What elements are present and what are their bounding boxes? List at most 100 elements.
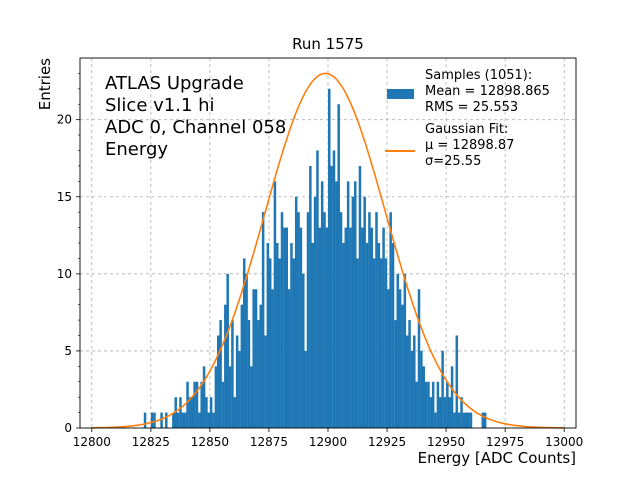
histogram-bar bbox=[235, 335, 239, 428]
x-tick-label: 12800 bbox=[73, 435, 111, 449]
histogram-bar bbox=[313, 196, 317, 428]
legend-fit-mu: μ = 12898.87 bbox=[425, 138, 515, 153]
histogram-bar bbox=[254, 289, 258, 428]
legend-samples-rms: RMS = 25.553 bbox=[425, 100, 519, 115]
histogram-bar bbox=[443, 397, 447, 428]
annotation-line-3: ADC 0, Channel 058 bbox=[105, 117, 287, 138]
histogram-bar bbox=[297, 212, 300, 428]
histogram-bars bbox=[143, 88, 487, 428]
histogram-bar bbox=[257, 320, 260, 428]
histogram-bar bbox=[441, 350, 444, 428]
histogram-bar bbox=[174, 397, 177, 428]
histogram-bar bbox=[287, 289, 291, 428]
histogram-bar bbox=[202, 366, 206, 428]
histogram-bar bbox=[391, 243, 395, 428]
histogram-bar bbox=[292, 258, 296, 428]
y-tick-label: 5 bbox=[64, 344, 72, 358]
histogram-bar bbox=[413, 335, 416, 428]
histogram-bar bbox=[150, 412, 154, 428]
histogram-bar bbox=[143, 412, 147, 428]
histogram-bar bbox=[342, 243, 345, 428]
histogram-bar bbox=[455, 335, 459, 428]
histogram-bar bbox=[228, 366, 232, 428]
legend-swatch-samples bbox=[387, 89, 414, 99]
histogram-bar bbox=[231, 320, 234, 428]
histogram-bar bbox=[183, 412, 187, 428]
x-tick-label: 12950 bbox=[427, 435, 465, 449]
histogram-bar bbox=[351, 196, 355, 428]
histogram-bar bbox=[153, 412, 156, 428]
histogram-bar bbox=[212, 412, 215, 428]
y-axis-ticks: 0 5 10 15 20 bbox=[57, 73, 80, 435]
histogram-bar bbox=[410, 350, 414, 428]
x-tick-label: 12975 bbox=[486, 435, 524, 449]
histogram-bar bbox=[221, 381, 225, 428]
histogram-bar bbox=[226, 273, 229, 428]
histogram-bar bbox=[344, 227, 348, 428]
histogram-bar bbox=[280, 212, 284, 428]
legend-samples-label: Samples (1051): bbox=[425, 68, 533, 83]
histogram-bar bbox=[299, 227, 303, 428]
histogram-bar bbox=[424, 381, 428, 428]
gaussian-fit-line bbox=[91, 72, 565, 429]
histogram-bar bbox=[434, 412, 437, 428]
histogram-bar bbox=[431, 381, 435, 428]
histogram-bar bbox=[462, 412, 466, 428]
histogram-bar bbox=[460, 397, 463, 428]
y-tick-label: 15 bbox=[57, 190, 72, 204]
histogram-bar bbox=[252, 289, 255, 428]
histogram-bar bbox=[330, 165, 333, 428]
histogram-bar bbox=[398, 289, 402, 428]
histogram-bar bbox=[457, 412, 461, 428]
histogram-bar bbox=[198, 412, 201, 428]
histogram-bar bbox=[318, 227, 322, 428]
histogram-bar bbox=[415, 381, 418, 428]
histogram-bar bbox=[387, 289, 390, 428]
annotation-line-2: Slice v1.1 hi bbox=[105, 95, 215, 116]
histogram-bar bbox=[422, 366, 425, 428]
histogram-bar bbox=[200, 381, 203, 428]
histogram-bar bbox=[427, 381, 430, 428]
histogram-bar bbox=[389, 212, 392, 428]
legend: Samples (1051): Mean = 12898.865 RMS = 2… bbox=[380, 68, 550, 176]
histogram-bar bbox=[328, 88, 331, 428]
histogram-bar bbox=[179, 397, 182, 428]
histogram-bar bbox=[285, 227, 288, 428]
histogram-bar bbox=[216, 335, 220, 428]
histogram-bar bbox=[394, 320, 397, 428]
histogram-bar bbox=[453, 412, 456, 428]
histogram-bar bbox=[363, 196, 366, 428]
histogram-bar bbox=[309, 165, 312, 428]
histogram-bar bbox=[219, 320, 222, 428]
histogram-bar bbox=[207, 412, 211, 428]
histogram-bar bbox=[368, 212, 371, 428]
histogram-bar bbox=[420, 350, 423, 428]
histogram-bar bbox=[264, 335, 267, 428]
x-tick-label: 12850 bbox=[191, 435, 229, 449]
histogram-bar bbox=[276, 243, 279, 428]
histogram-bar bbox=[240, 304, 244, 428]
histogram-bar bbox=[450, 366, 454, 428]
histogram-bar bbox=[160, 412, 163, 428]
legend-fit-sigma: σ=25.55 bbox=[425, 154, 482, 169]
histogram-bar bbox=[346, 181, 350, 428]
histogram-bar bbox=[273, 181, 277, 428]
x-tick-label: 12825 bbox=[132, 435, 170, 449]
histogram-bar bbox=[370, 227, 374, 428]
histogram-bar bbox=[181, 412, 185, 428]
histogram-bar bbox=[259, 304, 263, 428]
histogram-bar bbox=[205, 397, 208, 428]
histogram-bar bbox=[172, 412, 175, 428]
histogram-bar bbox=[429, 397, 433, 428]
histogram-bar bbox=[396, 273, 400, 428]
histogram-bar bbox=[247, 320, 251, 428]
legend-samples-mean: Mean = 12898.865 bbox=[425, 84, 550, 99]
y-tick-label: 0 bbox=[64, 421, 72, 435]
y-axis-label: Entries bbox=[36, 58, 54, 110]
y-tick-label: 20 bbox=[57, 113, 72, 127]
histogram-bar bbox=[245, 273, 248, 428]
histogram-bar bbox=[306, 212, 310, 428]
legend-entry-samples: Samples (1051): Mean = 12898.865 RMS = 2… bbox=[380, 68, 550, 116]
histogram-bar bbox=[483, 412, 487, 428]
histogram-bar bbox=[403, 273, 407, 428]
